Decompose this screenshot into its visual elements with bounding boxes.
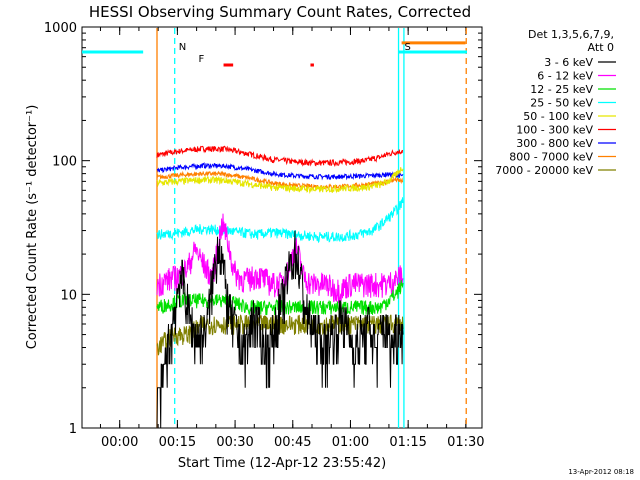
x-tick-label-5: 01:15 [389, 435, 426, 450]
series-line-5 [156, 145, 404, 167]
legend-label-0: 3 - 6 keV [544, 56, 593, 69]
x-tick-label-1: 00:15 [159, 435, 196, 450]
annotation-S: S [404, 42, 410, 53]
legend-label-5: 100 - 300 keV [516, 124, 593, 137]
annotation-N: N [179, 42, 186, 53]
series-line-6 [156, 161, 404, 181]
x-tick-label-3: 00:45 [274, 435, 311, 450]
series-line-4 [156, 167, 404, 195]
x-axis-label: Start Time (12-Apr-12 23:55:42) [178, 456, 386, 471]
series-line-0 [156, 230, 404, 429]
y-tick-label-1: 10 [60, 288, 77, 303]
chart-title: HESSI Observing Summary Count Rates, Cor… [89, 3, 471, 21]
annotation-F: F [199, 54, 205, 65]
y-axis-label: Corrected Count Rate (s⁻¹ detector⁻¹) [25, 105, 40, 350]
y-tick-label-3: 1000 [44, 21, 77, 36]
legend-header-0: Det 1,3,5,6,7,9, [528, 28, 614, 41]
legend-label-1: 6 - 12 keV [537, 70, 593, 83]
legend-label-4: 50 - 100 keV [523, 110, 593, 123]
legend-header-1: Att 0 [588, 41, 614, 54]
y-tick-label-2: 100 [52, 155, 77, 170]
legend-label-8: 7000 - 20000 keV [495, 164, 593, 177]
x-tick-label-2: 00:30 [216, 435, 253, 450]
x-tick-label-4: 01:00 [332, 435, 369, 450]
x-tick-label-6: 01:30 [447, 435, 484, 450]
series-line-3 [156, 197, 404, 244]
legend-label-3: 25 - 50 keV [530, 97, 593, 110]
legend-label-6: 300 - 800 keV [516, 137, 593, 150]
x-tick-label-0: 00:00 [101, 435, 138, 450]
plot-frame [81, 26, 483, 429]
legend-label-7: 800 - 7000 keV [509, 151, 593, 164]
timestamp: 13-Apr-2012 08:18 [568, 468, 634, 476]
series-line-7 [156, 170, 404, 190]
legend-label-2: 12 - 25 keV [530, 83, 593, 96]
series-line-1 [156, 213, 404, 304]
y-tick-label-0: 1 [69, 422, 77, 437]
